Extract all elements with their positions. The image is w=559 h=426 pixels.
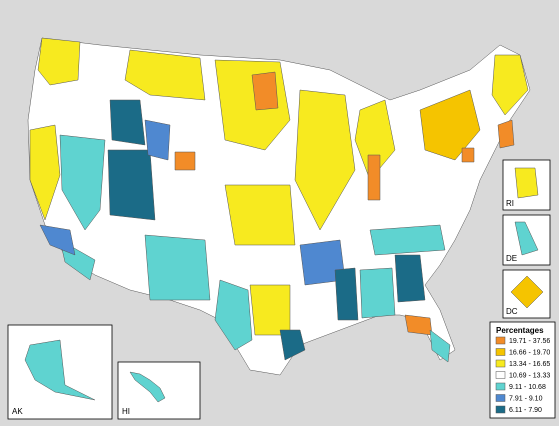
legend-label: 6.11 - 7.90 (509, 407, 542, 414)
legend-label: 16.66 - 19.70 (509, 349, 550, 356)
region (39, 224, 76, 256)
region (144, 234, 211, 301)
region (461, 147, 475, 163)
region (249, 284, 291, 336)
legend-label: 7.91 - 9.10 (509, 395, 543, 402)
region (294, 89, 356, 231)
region (497, 119, 515, 149)
legend-swatch (495, 359, 506, 368)
legend-label: 19.71 - 37.56 (509, 338, 550, 345)
region (214, 279, 253, 351)
legend (489, 321, 556, 419)
dc (510, 275, 544, 309)
rhode-island (514, 167, 539, 199)
region (359, 267, 396, 319)
region (29, 124, 61, 221)
region (367, 154, 381, 201)
legend-label: 13.34 - 16.65 (509, 361, 550, 368)
alaska (24, 339, 96, 401)
legend-swatch (495, 382, 506, 391)
region (334, 267, 359, 321)
region (251, 71, 279, 111)
hawaii (129, 371, 166, 403)
legend-items: 19.71 - 37.56 16.66 - 19.70 13.34 - 16.65 1… (495, 336, 550, 414)
region (491, 54, 529, 116)
inset-label: HI (122, 407, 130, 416)
regions (29, 37, 529, 363)
legend-swatch (495, 405, 506, 414)
inset-label: RI (506, 199, 514, 208)
region (394, 254, 426, 303)
legend-label: 9.11 - 10.68 (509, 384, 546, 391)
legend-swatch (495, 371, 506, 379)
inset-label: AK (12, 407, 23, 416)
region (124, 49, 206, 101)
region (404, 314, 433, 336)
inset-label: DE (506, 254, 517, 263)
legend-swatch (495, 336, 506, 345)
region (174, 151, 196, 171)
region (144, 119, 171, 161)
region (224, 184, 296, 246)
region (59, 134, 106, 231)
legend-title: Percentages (496, 326, 544, 335)
region (369, 224, 446, 256)
region (429, 329, 451, 363)
region (354, 99, 396, 181)
region (279, 329, 306, 361)
region (419, 89, 481, 161)
legend-swatch (495, 394, 506, 402)
region (107, 149, 156, 221)
delaware (514, 221, 539, 256)
legend-swatch (495, 348, 506, 356)
inset-label: DC (506, 307, 518, 316)
region (109, 99, 146, 146)
legend-label: 10.69 - 13.33 (509, 372, 550, 379)
region (37, 37, 81, 86)
